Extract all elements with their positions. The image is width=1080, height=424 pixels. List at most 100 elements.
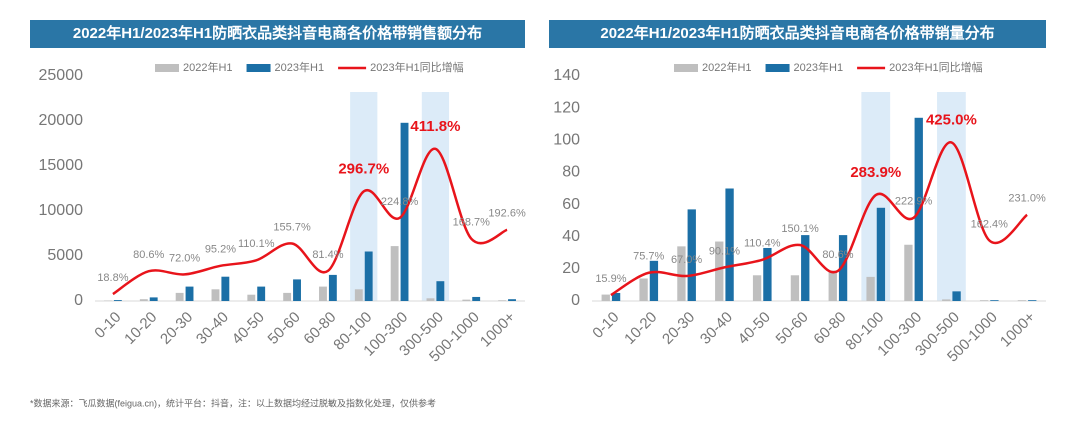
data-label: 72.0% <box>169 252 200 264</box>
data-label: 95.2% <box>205 244 236 256</box>
x-tick-label: 30-40 <box>193 309 232 348</box>
source-note: *数据来源：飞瓜数据(feigua.cn)，统计平台：抖音，注：以上数据均经过脱… <box>30 397 436 408</box>
legend-label: 2022年H1 <box>702 60 752 74</box>
bar <box>293 279 301 301</box>
data-label: 110.4% <box>744 238 781 250</box>
data-label: 80.6% <box>822 249 853 261</box>
data-label: 15.9% <box>595 273 626 285</box>
bar <box>390 246 399 301</box>
x-tick-label: 50-60 <box>773 309 812 348</box>
bar <box>979 300 989 301</box>
data-label: 283.9% <box>850 164 901 181</box>
legend-label: 2022年H1 <box>183 60 233 74</box>
data-label: 222.9% <box>895 196 933 208</box>
x-tick-label: 10-20 <box>621 309 660 348</box>
bar <box>221 276 230 301</box>
x-tick-label: 1000+ <box>477 308 519 350</box>
data-label: 192.6% <box>488 208 526 220</box>
bar <box>876 207 886 301</box>
data-label: 110.1% <box>238 238 275 250</box>
bar <box>601 294 610 301</box>
y-tick-label: 5000 <box>47 247 83 264</box>
bar <box>257 286 266 301</box>
legend-label: 2023年H1同比增幅 <box>370 60 464 74</box>
bar <box>175 292 184 301</box>
x-tick-label: 10-20 <box>121 309 160 348</box>
legend-swatch <box>674 64 698 72</box>
bar <box>426 298 435 301</box>
bar <box>113 300 122 301</box>
title-bar <box>30 20 525 48</box>
bar <box>319 286 327 301</box>
x-tick-label: 50-60 <box>265 309 304 348</box>
bar <box>801 235 810 301</box>
bar <box>752 275 762 301</box>
bar <box>354 289 363 301</box>
bar <box>687 209 696 301</box>
title-bar <box>549 20 1046 48</box>
highlight-band <box>937 92 966 301</box>
bar <box>436 281 445 301</box>
bar <box>149 297 158 301</box>
bar <box>1028 300 1037 301</box>
y-tick-label: 40 <box>562 228 580 245</box>
chart-title: 2022年H1/2023年H1防晒衣品类抖音电商各价格带销售额分布 <box>73 24 482 42</box>
legend-label: 2023年H1 <box>794 60 844 74</box>
bar <box>1017 300 1027 301</box>
bar <box>211 289 220 301</box>
x-tick-label: 20-30 <box>157 309 196 348</box>
y-tick-label: 120 <box>553 99 580 116</box>
bar <box>139 299 148 301</box>
data-label: 296.7% <box>338 160 389 177</box>
y-tick-label: 0 <box>571 292 580 309</box>
bar <box>328 274 337 301</box>
data-label: 81.4% <box>312 249 343 261</box>
y-tick-label: 80 <box>562 164 580 181</box>
legend-label: 2023年H1同比增幅 <box>889 60 983 74</box>
data-label: 224.8% <box>381 196 419 208</box>
data-label: 80.6% <box>133 249 164 261</box>
y-tick-label: 0 <box>74 292 83 309</box>
bar <box>952 291 961 301</box>
bar <box>677 246 686 301</box>
legend-label: 2023年H1 <box>275 60 325 74</box>
bar <box>763 247 772 301</box>
highlight-band <box>350 92 378 301</box>
y-tick-label: 20 <box>562 260 580 277</box>
growth-line <box>610 141 1028 297</box>
x-tick-label: 30-40 <box>697 309 736 348</box>
bar <box>508 299 516 301</box>
bar <box>185 286 194 301</box>
bar <box>247 294 256 301</box>
y-tick-label: 15000 <box>39 157 84 174</box>
y-tick-label: 100 <box>553 132 580 149</box>
y-tick-label: 10000 <box>39 202 84 219</box>
bar <box>942 299 951 301</box>
data-label: 90.1% <box>709 245 740 257</box>
legend-swatch <box>155 64 179 72</box>
bar <box>498 300 507 301</box>
x-tick-label: 1000+ <box>997 308 1039 350</box>
bar <box>838 235 848 301</box>
bar <box>611 292 621 301</box>
x-tick-label: 0-10 <box>589 309 622 342</box>
data-label: 18.8% <box>97 272 128 284</box>
bar <box>866 276 875 301</box>
data-label: 150.1% <box>781 223 819 235</box>
growth-line <box>112 147 508 296</box>
bar <box>828 270 837 301</box>
y-tick-label: 20000 <box>39 112 84 129</box>
data-label: 425.0% <box>926 111 977 128</box>
bar <box>283 292 292 301</box>
x-tick-label: 20-30 <box>659 309 698 348</box>
x-tick-label: 40-50 <box>229 309 268 348</box>
legend-swatch <box>765 64 790 72</box>
chart-title: 2022年H1/2023年H1防晒衣品类抖音电商各价格带销量分布 <box>600 24 994 42</box>
x-tick-label: 0-10 <box>91 309 124 342</box>
y-tick-label: 140 <box>553 67 580 84</box>
y-tick-label: 60 <box>562 196 580 213</box>
bar <box>725 188 734 301</box>
bar <box>790 275 800 301</box>
bar <box>472 296 481 301</box>
